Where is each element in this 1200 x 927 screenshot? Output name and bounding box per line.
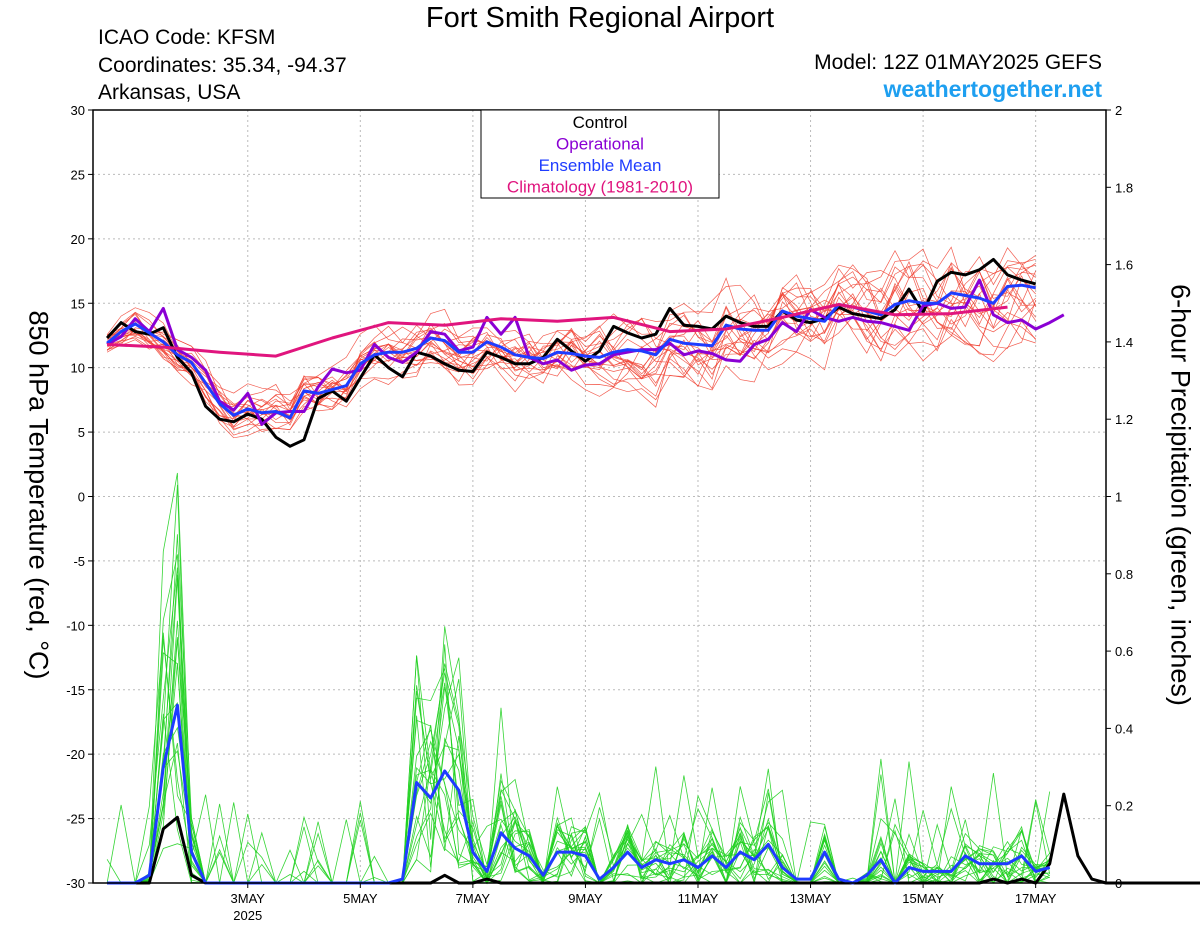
tick-label-right: 0.6 — [1115, 644, 1133, 659]
region: Arkansas, USA — [98, 81, 241, 104]
member-precip-line — [107, 484, 1050, 884]
ensemble-mean-temp-line — [106, 283, 1036, 420]
tick-label-x: 9MAY — [568, 891, 603, 906]
member-precip-line — [107, 644, 1050, 884]
member-temp-line — [106, 280, 1036, 423]
tick-label-left: 0 — [78, 490, 85, 505]
tick-label-right: 0.2 — [1115, 799, 1133, 814]
control-temp-line — [105, 257, 1037, 448]
tick-label-x: 17MAY — [1015, 891, 1057, 906]
tick-label-left: 5 — [78, 425, 85, 440]
tick-label-left: 30 — [71, 103, 85, 118]
member-temp-line — [106, 266, 1036, 432]
site-link[interactable]: weathertogether.net — [883, 76, 1102, 102]
member-temp-line — [106, 262, 1037, 411]
tick-label-x: 13MAY — [790, 891, 832, 906]
tick-label-x: 15MAY — [902, 891, 944, 906]
member-temp-line — [106, 270, 1036, 428]
tick-label-x: 7MAY — [456, 891, 491, 906]
series-lines — [105, 257, 1200, 885]
legend: Control Operational Ensemble Mean Climatolo… — [480, 109, 720, 199]
chart-title: Fort Smith Regional Airport — [425, 2, 775, 34]
legend-entry-climatology-1981-2010: Climatology (1981-2010) — [507, 178, 693, 197]
tick-label-left: 15 — [71, 296, 85, 311]
model-run: Model: 12Z 01MAY2025 GEFS — [814, 51, 1102, 74]
icao-code: ICAO Code: KFSM — [98, 26, 276, 49]
tick-label-right: 2 — [1115, 103, 1122, 118]
tick-label-right: 0.4 — [1115, 721, 1133, 736]
tick-label-left: -5 — [73, 554, 85, 569]
tick-label-right: 1.6 — [1115, 258, 1133, 273]
tick-label-right: 1 — [1115, 490, 1122, 505]
tick-label-right: 1.4 — [1115, 335, 1133, 350]
legend-entry-ensemble-mean: Ensemble Mean — [539, 156, 662, 175]
tick-label-left: -20 — [66, 747, 85, 762]
tick-label-left: -10 — [66, 618, 85, 633]
member-precip-line — [107, 472, 1050, 884]
tick-label-left: -15 — [66, 683, 85, 698]
tick-label-x: 11MAY — [678, 891, 719, 906]
member-temp-line — [106, 305, 1036, 402]
legend-entry-operational: Operational — [556, 135, 644, 154]
operational-temp-line — [106, 278, 1065, 426]
tick-label-x: 3MAY — [231, 891, 266, 906]
climatology-1981-2010-temp-line — [107, 303, 1008, 358]
member-temp-line — [106, 249, 1036, 419]
tick-label-right: 0.8 — [1115, 567, 1133, 582]
tick-label-right: 0 — [1115, 876, 1122, 891]
coordinates: Coordinates: 35.34, -94.37 — [98, 54, 347, 77]
tick-label-left: -30 — [66, 876, 85, 891]
gridlines — [93, 109, 1106, 884]
tick-label-left: 10 — [71, 361, 85, 376]
tick-label-left: 20 — [71, 232, 85, 247]
tick-label-right: 1.2 — [1115, 412, 1133, 427]
tick-label-right: 1.8 — [1115, 180, 1133, 195]
axis-ticks: 302520151050-5-10-15-20-25-3021.81.61.41… — [66, 103, 1133, 923]
tick-label-left: -25 — [66, 812, 85, 827]
legend-box — [480, 109, 720, 199]
ensemble-members — [106, 246, 1051, 885]
member-temp-line — [106, 264, 1036, 439]
tick-label-x: 5MAY — [343, 891, 378, 906]
member-temp-line — [106, 265, 1036, 426]
tick-label-x-year: 2025 — [233, 908, 262, 923]
member-precip-line — [107, 534, 1051, 884]
member-precip-line — [107, 668, 1051, 885]
tick-label-left: 25 — [71, 167, 85, 182]
legend-entry-control: Control — [573, 113, 628, 132]
